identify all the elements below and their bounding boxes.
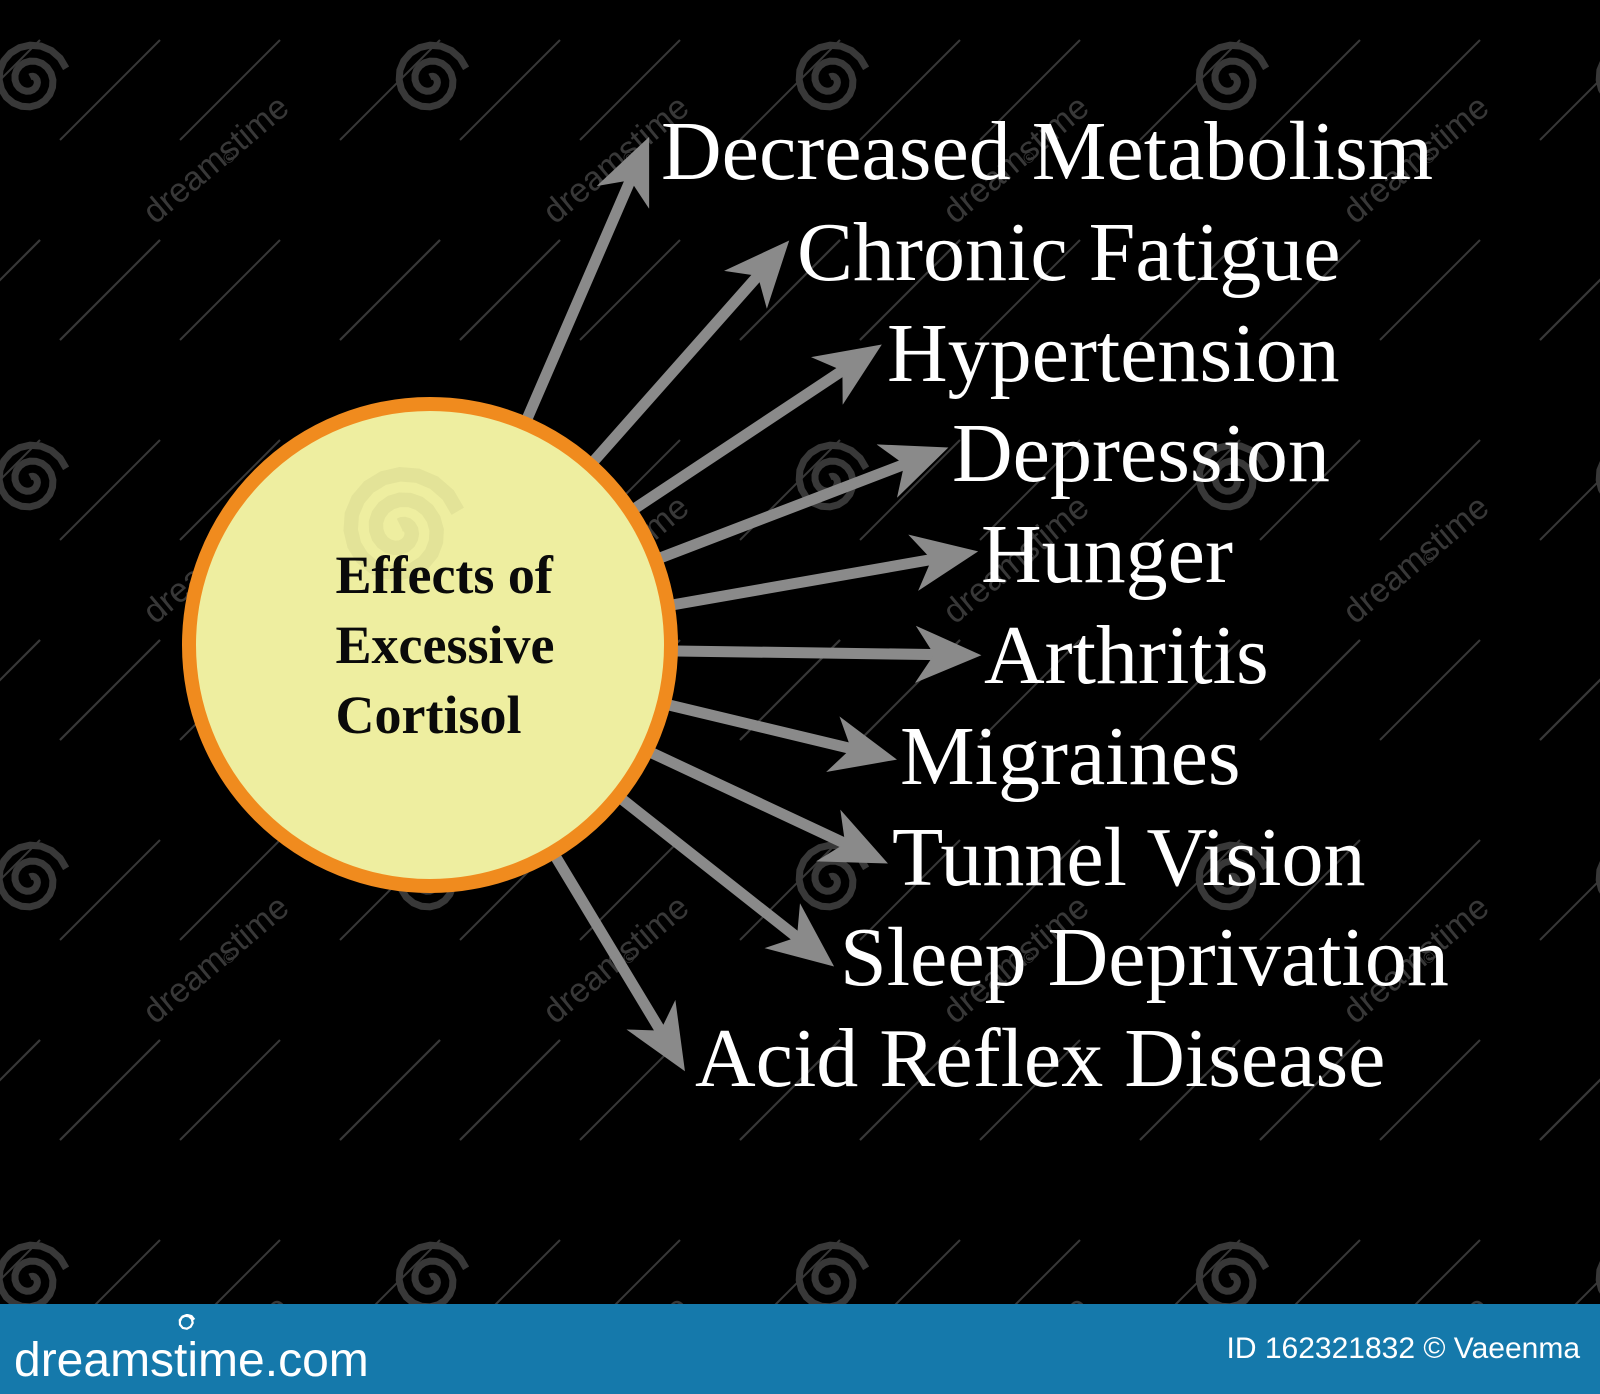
svg-text:dreamstime.com: dreamstime.com (14, 1334, 369, 1387)
